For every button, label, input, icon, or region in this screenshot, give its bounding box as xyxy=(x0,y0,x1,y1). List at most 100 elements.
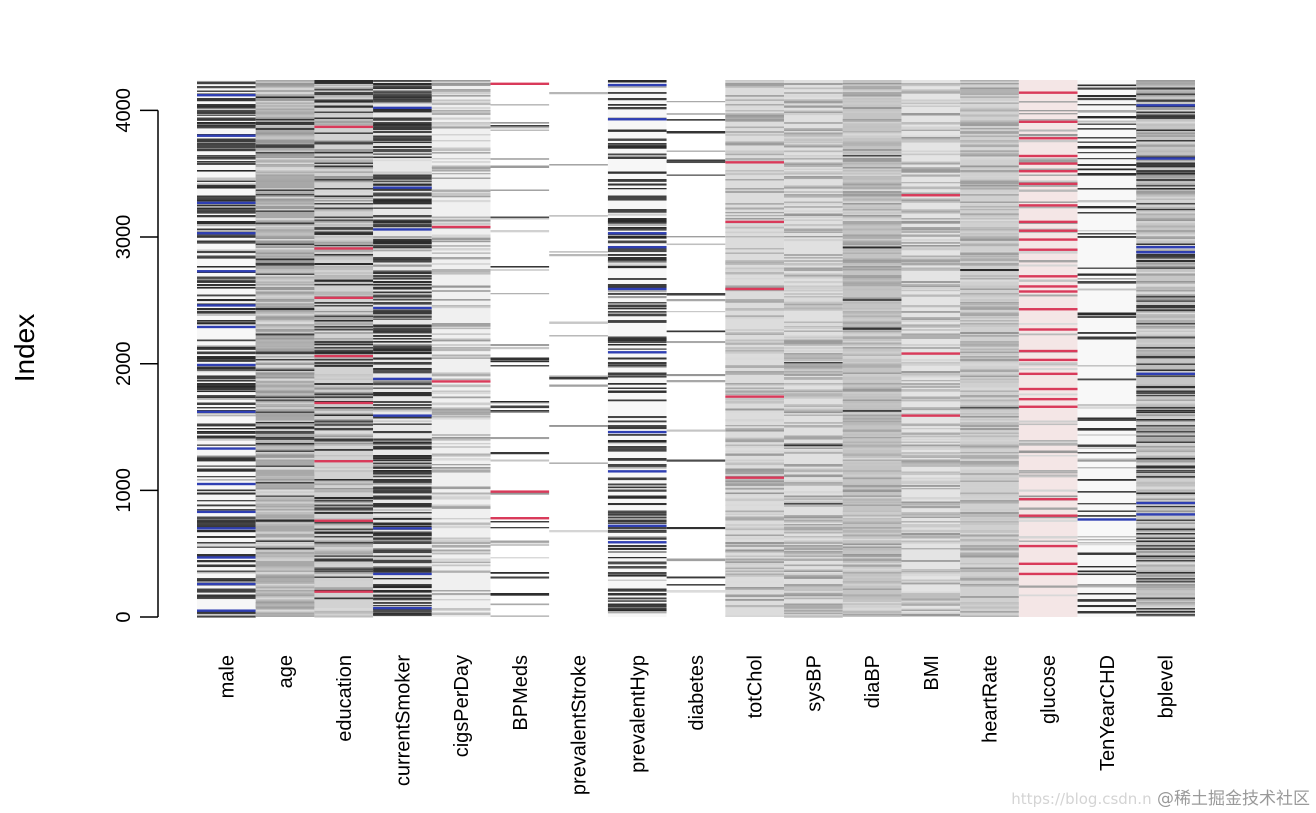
value-stripe xyxy=(1136,564,1195,567)
value-stripe xyxy=(373,542,432,544)
value-stripe xyxy=(255,332,315,335)
value-stripe xyxy=(842,572,902,574)
value-stripe xyxy=(901,579,961,582)
column-labels: male age education currentSmoker cigsPerDay B… xyxy=(216,655,1177,795)
value-stripe xyxy=(1136,495,1195,497)
value-stripe xyxy=(842,363,902,367)
value-stripe xyxy=(842,470,902,473)
value-stripe xyxy=(607,551,667,553)
value-stripe xyxy=(607,290,667,293)
value-stripe xyxy=(901,234,961,237)
value-stripe xyxy=(314,507,374,510)
value-stripe xyxy=(255,593,315,595)
value-stripe xyxy=(373,200,432,203)
value-stripe xyxy=(314,243,374,246)
value-stripe xyxy=(1136,599,1195,602)
value-stripe xyxy=(197,359,256,362)
value-stripe xyxy=(784,303,843,306)
value-stripe xyxy=(197,470,256,472)
value-stripe xyxy=(842,362,902,365)
value-stripe xyxy=(490,360,550,363)
value-stripe xyxy=(314,257,374,260)
value-stripe xyxy=(373,516,432,519)
value-stripe xyxy=(373,224,432,226)
value-stripe xyxy=(314,470,374,473)
value-stripe xyxy=(784,558,843,561)
value-stripe xyxy=(314,572,374,574)
value-stripe xyxy=(373,489,432,492)
value-stripe xyxy=(960,455,1019,457)
value-stripe xyxy=(1077,173,1137,176)
value-stripe xyxy=(784,594,843,597)
value-stripe xyxy=(1136,243,1195,245)
value-stripe xyxy=(842,209,902,212)
value-stripe xyxy=(725,315,785,317)
value-stripe xyxy=(314,587,374,589)
value-stripe xyxy=(960,395,1019,398)
value-stripe xyxy=(1136,183,1195,186)
value-stripe xyxy=(373,599,432,601)
value-stripe xyxy=(314,203,374,206)
value-stripe xyxy=(255,522,315,525)
value-stripe xyxy=(1077,458,1137,460)
value-stripe xyxy=(1018,180,1078,183)
value-stripe xyxy=(960,192,1019,195)
value-stripe xyxy=(197,428,256,430)
column-diabetes xyxy=(666,80,726,617)
value-stripe xyxy=(725,218,785,220)
value-stripe xyxy=(901,456,961,458)
value-stripe xyxy=(197,200,256,202)
value-stripe xyxy=(607,258,667,261)
value-stripe xyxy=(197,299,256,302)
heatmap-columns xyxy=(197,80,1195,618)
value-stripe xyxy=(842,213,902,216)
value-stripe xyxy=(314,449,374,451)
value-stripe xyxy=(314,560,374,563)
value-stripe xyxy=(373,455,432,458)
value-stripe xyxy=(373,174,432,177)
value-stripe xyxy=(1077,206,1137,209)
value-stripe xyxy=(314,111,374,115)
value-stripe xyxy=(255,363,315,366)
value-stripe xyxy=(255,452,315,454)
value-stripe xyxy=(255,495,315,497)
column-label: cigsPerDay xyxy=(451,655,473,757)
value-stripe xyxy=(1136,450,1195,453)
value-stripe xyxy=(314,284,374,286)
highlight-stripe xyxy=(197,270,256,273)
value-stripe xyxy=(255,599,315,601)
value-stripe xyxy=(1077,288,1137,291)
value-stripe xyxy=(431,356,491,358)
highlight-stripe xyxy=(197,325,256,329)
value-stripe xyxy=(725,332,785,335)
value-stripe xyxy=(901,413,961,415)
value-stripe xyxy=(960,587,1019,590)
value-stripe xyxy=(255,87,315,90)
value-stripe xyxy=(725,471,785,475)
value-stripe xyxy=(373,566,432,568)
value-stripe xyxy=(842,168,902,171)
value-stripe xyxy=(725,347,785,350)
value-stripe xyxy=(255,344,315,347)
value-stripe xyxy=(314,536,374,539)
value-stripe xyxy=(1136,282,1195,284)
value-stripe xyxy=(1077,467,1137,469)
value-stripe xyxy=(842,333,902,336)
value-stripe xyxy=(314,405,374,407)
value-stripe xyxy=(197,396,256,399)
value-stripe xyxy=(373,275,432,278)
value-stripe xyxy=(255,266,315,268)
value-stripe xyxy=(784,408,843,411)
value-stripe xyxy=(1077,584,1137,587)
value-stripe xyxy=(842,282,902,284)
value-stripe xyxy=(431,234,491,238)
value-stripe xyxy=(373,473,432,475)
value-stripe xyxy=(960,185,1019,187)
value-stripe xyxy=(255,414,315,417)
value-stripe xyxy=(901,380,961,382)
value-stripe xyxy=(666,330,726,333)
value-stripe xyxy=(842,570,902,573)
value-stripe xyxy=(197,414,256,417)
value-stripe xyxy=(842,597,902,600)
value-stripe xyxy=(1136,300,1195,302)
